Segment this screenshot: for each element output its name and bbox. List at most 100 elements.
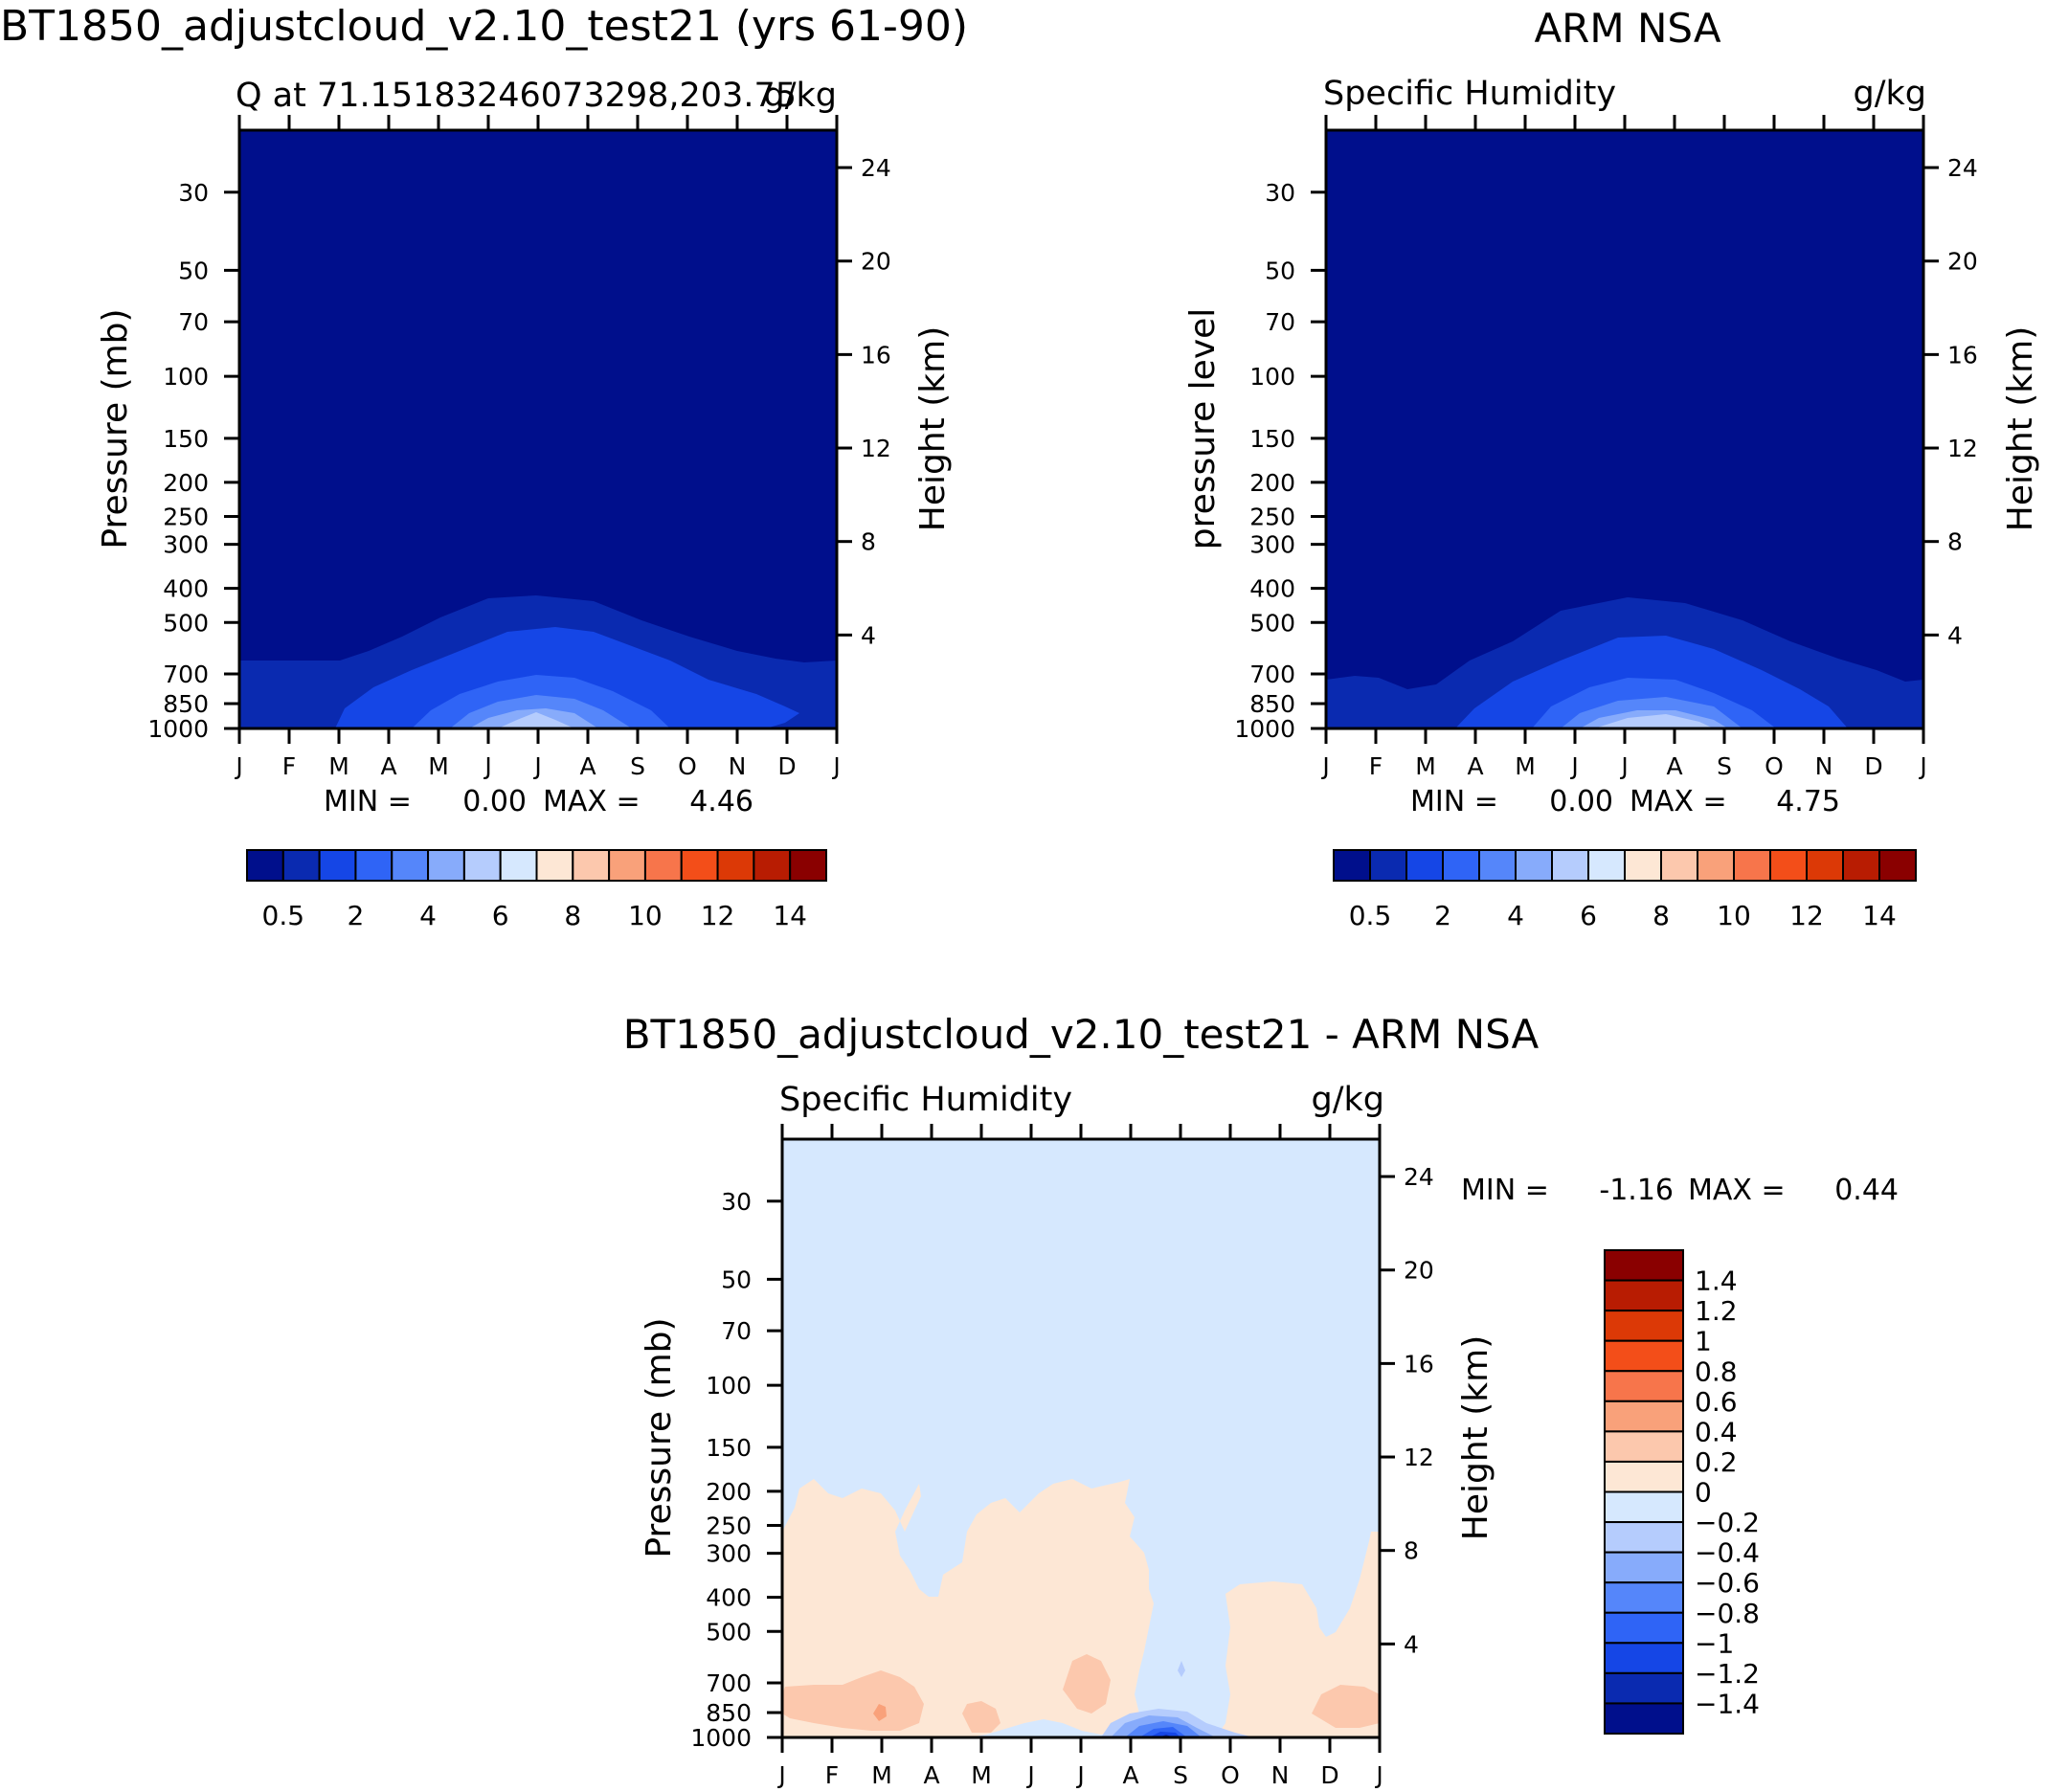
panel-left-xtick-label: A — [579, 752, 596, 780]
panel-difference-max-label: MAX = — [1688, 1174, 1786, 1207]
panel-right-colorbar-label: 6 — [1580, 900, 1597, 931]
panel-right-colorbar-swatch — [1369, 849, 1407, 882]
panel-difference-colorbar-label: 0.8 — [1695, 1355, 1738, 1387]
panel-difference-ytick-label: 100 — [706, 1372, 752, 1400]
panel-left-xtick-label: M — [328, 752, 349, 780]
panel-left-colorbar-swatch — [572, 849, 611, 882]
panel-left-ytick-label: 300 — [163, 531, 209, 559]
panel-difference-ytick-label: 70 — [721, 1317, 752, 1345]
panel-difference-xtick-label: J — [1374, 1761, 1383, 1789]
panel-difference-colorbar-label: −1 — [1695, 1627, 1734, 1659]
panel-difference-xtick-label: J — [1075, 1761, 1084, 1789]
panel-right-contour-level-6 — [1594, 714, 1714, 728]
panel-right-colorbar-label: 8 — [1653, 900, 1670, 931]
panel-right-xtick-label: F — [1369, 752, 1383, 780]
panel-left-colorbar-label: 12 — [701, 900, 735, 931]
panel-difference-ytick-label: 150 — [706, 1434, 752, 1462]
panel-left-colorbar-swatch — [391, 849, 430, 882]
panel-left-max-label: MAX = — [543, 785, 641, 818]
panel-difference-colorbar-swatch — [1604, 1279, 1684, 1312]
panel-difference-contour-positive-5 — [1063, 1654, 1111, 1714]
panel-left-ytick-label: 500 — [163, 609, 209, 637]
panel-difference-xtick-label: M — [871, 1761, 892, 1789]
panel-right-colorbar-swatch — [1842, 849, 1880, 882]
panel-difference-colorbar-swatch — [1604, 1581, 1684, 1614]
panel-difference-ytick-label: 300 — [706, 1540, 752, 1568]
panel-left-colorbar-label: 8 — [564, 900, 581, 931]
panel-right-ytick-label: 1000 — [1234, 715, 1295, 743]
panel-right-colorbar-swatch — [1442, 849, 1480, 882]
panel-right-xtick-label: S — [1717, 752, 1732, 780]
panel-left-ytick-label: 50 — [178, 257, 209, 284]
panel-difference-contours — [782, 1479, 1380, 1737]
panel-right-y2tick-label: 8 — [1947, 528, 1963, 556]
panel-difference-colorbar-swatch — [1604, 1430, 1684, 1463]
panel-left-xtick-label: N — [729, 752, 747, 780]
panel-left: Q at 71.15183246073298,203.75 g/kg Press… — [96, 77, 953, 818]
panel-left-colorbar-swatch — [753, 849, 792, 882]
panel-left-ytick-label: 700 — [163, 661, 209, 688]
panel-difference-colorbar-label: 0.2 — [1695, 1446, 1738, 1478]
panel-right-colorbar-label: 4 — [1507, 900, 1524, 931]
panel-right-ytick-label: 150 — [1249, 425, 1295, 453]
panel-left-colorbar-swatch — [535, 849, 574, 882]
panel-difference-colorbar-label: −0.4 — [1695, 1537, 1760, 1569]
panel-difference-xtick-label: D — [1320, 1761, 1338, 1789]
panel-left-max-value: 4.46 — [689, 785, 753, 818]
panel-right-xtick-label: N — [1815, 752, 1833, 780]
panel-left-min-label: MIN = — [324, 785, 412, 818]
panel-difference-title: Specific Humidity — [779, 1081, 1072, 1119]
panel-difference-colorbar-swatch — [1604, 1310, 1684, 1342]
panel-difference-units: g/kg — [1312, 1081, 1385, 1119]
panel-left-ytick-label: 250 — [163, 504, 209, 531]
panel-difference-colorbar-label: 1 — [1695, 1326, 1712, 1357]
panel-difference-xtick-label: N — [1271, 1761, 1290, 1789]
panel-right-ytick-label: 30 — [1265, 179, 1295, 207]
panel-right-ytick-label: 700 — [1249, 661, 1295, 688]
panel-right-title: Specific Humidity — [1323, 75, 1616, 113]
bottom-figure-title: BT1850_adjustcloud_v2.10_test21 - ARM NS… — [623, 1011, 1540, 1058]
panel-difference-ytick-label: 400 — [706, 1584, 752, 1612]
panel-right-xtick-label: J — [1619, 752, 1628, 780]
panel-difference-xtick-label: A — [923, 1761, 939, 1789]
panel-difference-colorbar-label: −0.8 — [1695, 1598, 1760, 1629]
panel-left-y2label: Height (km) — [913, 326, 953, 531]
panel-difference-colorbar-swatch — [1604, 1551, 1684, 1584]
panel-difference-ytick-label: 850 — [706, 1699, 752, 1727]
panel-left-colorbar-label: 0.5 — [262, 900, 305, 931]
panel-left-xtick-label: F — [282, 752, 296, 780]
panel-left-colorbar-swatch — [427, 849, 465, 882]
panel-difference-xtick-label: J — [776, 1761, 785, 1789]
panel-right-colorbar-swatch — [1697, 849, 1735, 882]
panel-left-colorbar-swatch — [246, 849, 284, 882]
panel-right-y2tick-label: 16 — [1947, 341, 1978, 369]
panel-difference-colorbar-label: 0.4 — [1695, 1416, 1738, 1447]
panel-difference-colorbar-swatch — [1604, 1339, 1684, 1373]
panel-difference-colorbar-swatch — [1604, 1642, 1684, 1674]
panel-left-ytick-label: 1000 — [147, 715, 209, 743]
panel-right-ytick-label: 850 — [1249, 690, 1295, 718]
panel-right-max-label: MAX = — [1630, 785, 1727, 818]
panel-left-ytick-label: 70 — [178, 308, 209, 336]
panel-difference-contour-negative-7 — [1178, 1661, 1185, 1677]
panel-right-y2tick-label: 20 — [1947, 248, 1978, 276]
panel-right-colorbar-swatch — [1806, 849, 1844, 882]
panel-right-max-value: 4.75 — [1776, 785, 1840, 818]
panel-right-colorbar-swatch — [1733, 849, 1771, 882]
panel-left-xtick-label: A — [380, 752, 396, 780]
panel-right-min-label: MIN = — [1410, 785, 1498, 818]
panel-left-xtick-label: M — [428, 752, 449, 780]
panel-difference-colorbar-label: −0.2 — [1695, 1507, 1760, 1538]
panel-left-ytick-label: 150 — [163, 425, 209, 453]
panel-left-xtick-label: S — [630, 752, 645, 780]
panel-left-colorbar-label: 6 — [492, 900, 509, 931]
panel-difference-xtick-label: O — [1221, 1761, 1240, 1789]
panel-left-ylabel: Pressure (mb) — [96, 308, 135, 549]
panel-difference-colorbar-label: 1.2 — [1695, 1295, 1738, 1327]
panel-left-xtick-label: D — [777, 752, 796, 780]
panel-left-y2tick-label: 20 — [861, 248, 891, 276]
panel-left-y2tick-label: 8 — [861, 528, 876, 556]
panel-difference-ytick-label: 1000 — [690, 1724, 752, 1752]
